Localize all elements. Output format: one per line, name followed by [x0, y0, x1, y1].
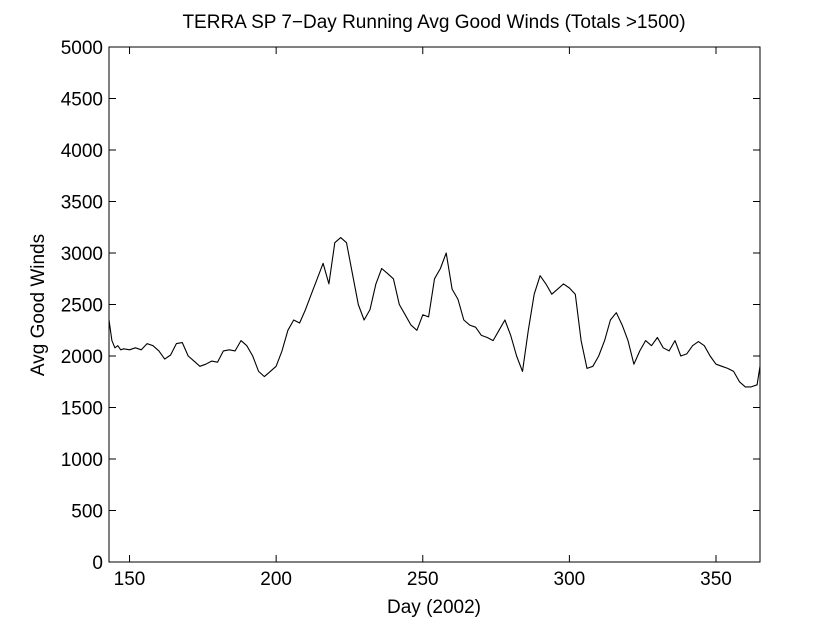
y-tick-label: 0 — [92, 553, 103, 574]
plot-area: 0 500 1000 1500 2000 2500 3000 3500 4000 4500 5000… — [61, 38, 761, 590]
y-tick-label: 500 — [71, 502, 103, 523]
x-tick-label: 200 — [260, 569, 292, 590]
y-tick-label: 3500 — [61, 193, 103, 214]
x-tick-label: 150 — [114, 569, 146, 590]
x-axis-label: Day (2002) — [387, 597, 481, 618]
series-line — [108, 237, 761, 388]
y-tick-label: 2000 — [61, 347, 103, 368]
chart-title: TERRA SP 7−Day Running Avg Good Winds (T… — [182, 12, 685, 33]
y-axis-label: Avg Good Winds — [28, 234, 49, 376]
y-tick-label: 5000 — [61, 38, 103, 59]
x-tick-label: 350 — [700, 569, 732, 590]
y-tick-label: 3000 — [61, 244, 103, 265]
y-tick-label: 4500 — [61, 90, 103, 111]
y-tick-label: 1000 — [61, 450, 103, 471]
x-tick-label: 250 — [407, 569, 439, 590]
y-tick-label: 4000 — [61, 141, 103, 162]
y-tick-label: 1500 — [61, 399, 103, 420]
y-tick-label: 2500 — [61, 296, 103, 317]
x-tick-label: 300 — [554, 569, 586, 590]
